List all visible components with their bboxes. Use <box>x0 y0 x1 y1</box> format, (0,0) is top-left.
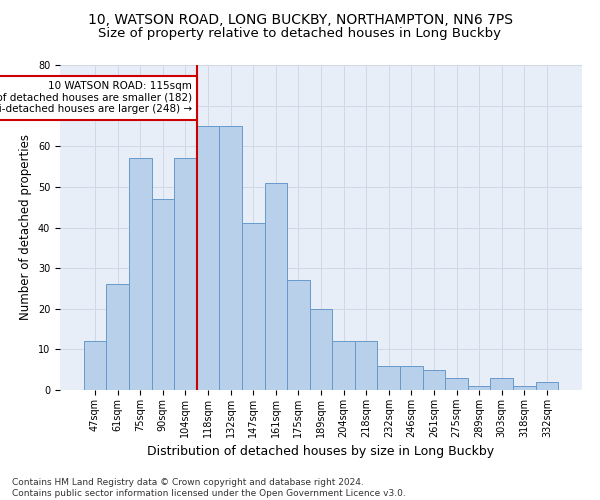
Bar <box>513 386 536 390</box>
Bar <box>445 378 468 390</box>
Bar <box>332 341 355 390</box>
Bar <box>355 341 377 390</box>
Bar <box>84 341 106 390</box>
Bar <box>490 378 513 390</box>
Bar <box>536 382 558 390</box>
Y-axis label: Number of detached properties: Number of detached properties <box>19 134 32 320</box>
Bar <box>106 284 129 390</box>
Bar <box>129 158 152 390</box>
Bar <box>468 386 490 390</box>
Bar <box>265 183 287 390</box>
Bar <box>400 366 422 390</box>
Text: Size of property relative to detached houses in Long Buckby: Size of property relative to detached ho… <box>98 28 502 40</box>
X-axis label: Distribution of detached houses by size in Long Buckby: Distribution of detached houses by size … <box>148 446 494 458</box>
Bar <box>197 126 220 390</box>
Bar <box>174 158 197 390</box>
Bar <box>242 224 265 390</box>
Bar <box>287 280 310 390</box>
Bar <box>310 308 332 390</box>
Text: Contains HM Land Registry data © Crown copyright and database right 2024.
Contai: Contains HM Land Registry data © Crown c… <box>12 478 406 498</box>
Text: 10, WATSON ROAD, LONG BUCKBY, NORTHAMPTON, NN6 7PS: 10, WATSON ROAD, LONG BUCKBY, NORTHAMPTO… <box>88 12 512 26</box>
Bar <box>377 366 400 390</box>
Bar <box>220 126 242 390</box>
Bar <box>152 199 174 390</box>
Bar <box>422 370 445 390</box>
Text: 10 WATSON ROAD: 115sqm
← 42% of detached houses are smaller (182)
57% of semi-de: 10 WATSON ROAD: 115sqm ← 42% of detached… <box>0 81 192 114</box>
